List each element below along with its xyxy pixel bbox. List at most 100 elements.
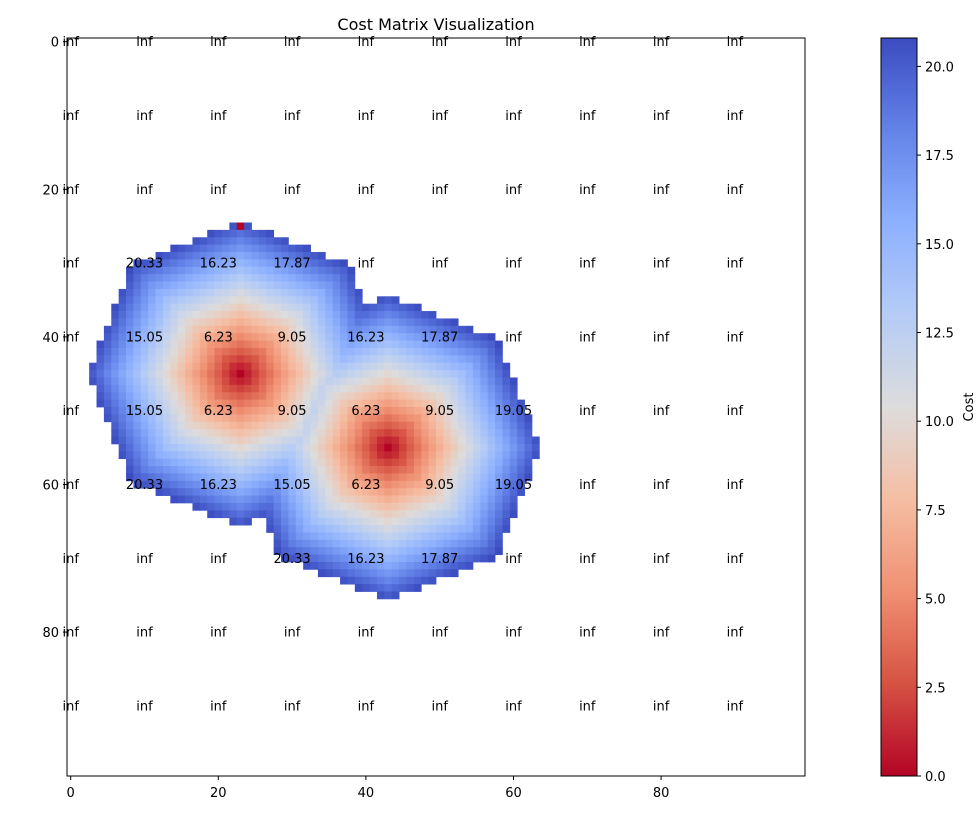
heatmap-cell (236, 451, 245, 460)
heatmap-cell (421, 333, 430, 341)
heatmap-cell (325, 458, 334, 467)
heatmap-cell (384, 429, 393, 437)
heatmap-cell (170, 325, 179, 334)
heatmap-cell (303, 296, 311, 305)
heatmap-cell (413, 384, 422, 393)
heatmap-cell (177, 458, 186, 467)
heatmap-cell (317, 554, 326, 563)
heatmap-cell (310, 539, 319, 548)
cell-annotation: 20.33 (126, 257, 163, 272)
heatmap-cell (288, 443, 297, 452)
heatmap-cell (310, 436, 319, 445)
heatmap-cell (192, 281, 201, 290)
heatmap-cell (310, 296, 319, 305)
heatmap-cell (384, 296, 393, 305)
heatmap-cell (103, 377, 112, 386)
heatmap-cell (354, 517, 363, 526)
heatmap-cell (502, 525, 511, 533)
heatmap-cell (221, 325, 230, 334)
heatmap-cell (236, 443, 245, 452)
heatmap-cell (340, 436, 348, 445)
heatmap-cell (458, 392, 466, 401)
cell-annotation: 20.33 (126, 478, 163, 493)
heatmap-cell (406, 495, 415, 504)
cell-annotation: inf (653, 478, 670, 493)
heatmap-cell (413, 311, 422, 319)
heatmap-cell (399, 517, 407, 526)
heatmap-cell (133, 473, 142, 482)
heatmap-cell (148, 296, 156, 305)
heatmap-cell (303, 333, 311, 341)
heatmap-cell (443, 488, 452, 496)
heatmap-cell (458, 399, 466, 408)
colorbar-label: Cost (962, 393, 977, 422)
heatmap-cell (140, 288, 149, 297)
heatmap-cell (214, 480, 223, 489)
heatmap-cell (332, 414, 341, 423)
heatmap-cell (502, 473, 511, 482)
heatmap-cell (391, 569, 400, 578)
heatmap-cell (391, 318, 400, 327)
heatmap-cell (384, 532, 393, 541)
heatmap-cell (362, 340, 370, 349)
heatmap-cell (317, 458, 326, 467)
heatmap-cell (295, 259, 304, 268)
heatmap-cell (376, 547, 385, 555)
heatmap-cell (362, 458, 370, 467)
heatmap-cell (214, 288, 223, 297)
heatmap-cell (450, 561, 459, 570)
heatmap-cell (472, 554, 481, 563)
heatmap-cell (140, 318, 149, 327)
cell-annotation: inf (358, 183, 375, 198)
heatmap-cell (288, 458, 297, 467)
heatmap-cell (450, 325, 459, 334)
heatmap-cell (170, 458, 179, 467)
heatmap-cell (192, 362, 201, 371)
heatmap-cell (310, 488, 319, 496)
heatmap-cell (354, 569, 363, 578)
heatmap-cell (391, 451, 400, 460)
heatmap-cell (244, 355, 252, 364)
heatmap-cell (495, 414, 503, 423)
heatmap-cell (303, 244, 311, 253)
heatmap-cell (170, 407, 179, 415)
heatmap-cell (399, 510, 407, 519)
heatmap-cell (502, 414, 511, 423)
heatmap-cell (207, 399, 215, 408)
heatmap-cell (281, 288, 289, 297)
heatmap-cell (281, 473, 289, 482)
heatmap-cell (236, 414, 245, 423)
heatmap-cell (273, 296, 282, 305)
heatmap-cell (96, 362, 105, 371)
heatmap-cell (236, 281, 245, 290)
heatmap-cell (428, 561, 437, 570)
heatmap-cell (251, 288, 260, 297)
heatmap-cell (185, 407, 193, 415)
heatmap-cell (133, 407, 142, 415)
heatmap-cell (133, 333, 142, 341)
heatmap-cell (332, 392, 341, 401)
heatmap-cell (295, 325, 304, 334)
heatmap-cell (347, 554, 356, 563)
heatmap-cell (413, 547, 422, 555)
heatmap-cell (421, 377, 430, 386)
heatmap-cell (428, 384, 437, 393)
cell-annotation: inf (653, 404, 670, 419)
cell-annotation: inf (284, 626, 301, 641)
heatmap-cell (288, 495, 297, 504)
heatmap-cell (273, 480, 282, 489)
heatmap-cell (214, 414, 223, 423)
heatmap-cell (340, 259, 348, 268)
heatmap-cell (450, 347, 459, 356)
heatmap-cell (236, 355, 245, 364)
heatmap-cell (170, 473, 179, 482)
heatmap-cell (495, 399, 503, 408)
heatmap-cell (192, 429, 201, 437)
heatmap-cell (317, 266, 326, 275)
heatmap-cell (221, 252, 230, 260)
heatmap-cell (140, 281, 149, 290)
heatmap-cell (362, 333, 370, 341)
heatmap-cell (347, 274, 356, 282)
heatmap-cell (229, 502, 238, 511)
heatmap-cell (148, 407, 156, 415)
